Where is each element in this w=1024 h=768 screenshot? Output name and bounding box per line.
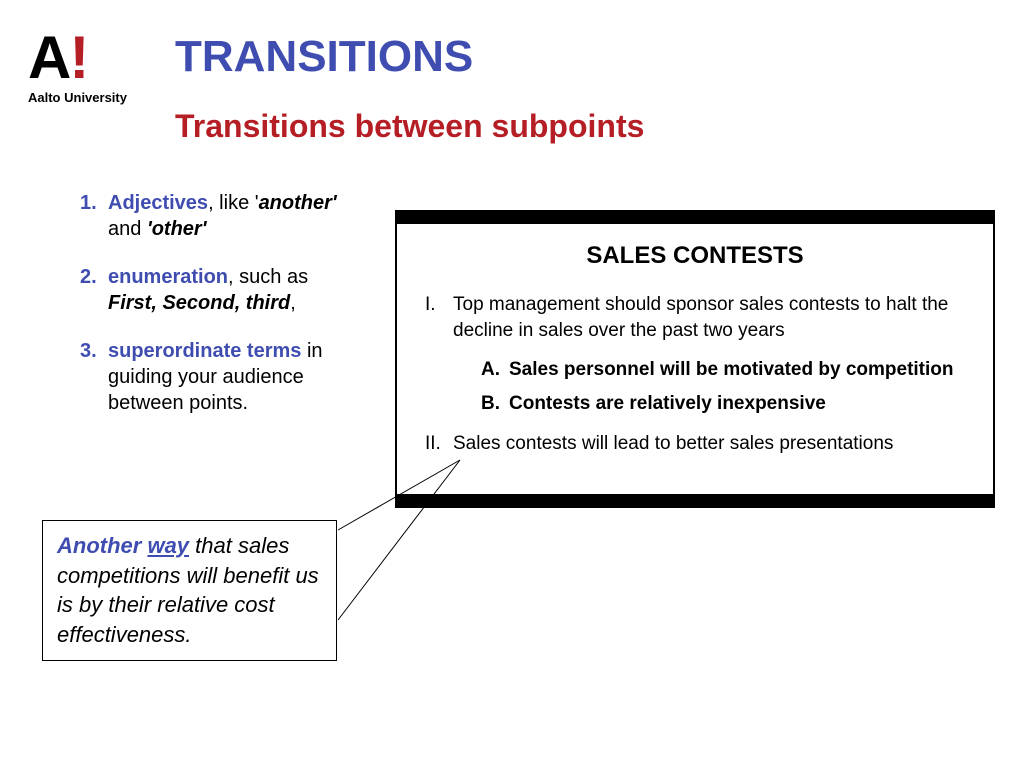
logo-mark: A! [28,28,148,88]
bullet-2: 2. enumeration, such as First, Second, t… [80,264,360,316]
bullet-list: 1. Adjectives, like 'another' and 'other… [80,190,360,438]
panel-body: SALES CONTESTS I. Top management should … [397,224,993,494]
outline-sub-a: A. Sales personnel will be motivated by … [481,357,965,383]
bullet-body: enumeration, such as First, Second, thir… [108,264,360,316]
callout-way: way [147,533,189,558]
outline-list: I. Top management should sponsor sales c… [425,292,965,343]
outline-sub-b: B. Contests are relatively inexpensive [481,391,965,417]
logo-a: A [28,24,69,91]
page-title: TRANSITIONS [175,32,473,82]
example-panel: SALES CONTESTS I. Top management should … [395,210,995,508]
bullet-num: 3. [80,338,108,416]
bullet-num: 1. [80,190,108,242]
outline-item-2: II. Sales contests will lead to better s… [425,431,965,457]
outline-list-2: II. Sales contests will lead to better s… [425,431,965,457]
bullet-body: Adjectives, like 'another' and 'other' [108,190,360,242]
panel-bottom-bar [397,494,993,508]
callout-another: Another [57,533,141,558]
bullet-num: 2. [80,264,108,316]
logo: A! Aalto University [28,28,148,105]
bullet-body: superordinate terms in guiding your audi… [108,338,360,416]
outline-sub: A. Sales personnel will be motivated by … [481,357,965,416]
bullet-1: 1. Adjectives, like 'another' and 'other… [80,190,360,242]
bullet-3: 3. superordinate terms in guiding your a… [80,338,360,416]
panel-top-bar [397,210,993,224]
logo-text: Aalto University [28,90,148,105]
callout-box: Another way that sales competitions will… [42,520,337,661]
logo-exclaim: ! [69,24,87,91]
page-subtitle: Transitions between subpoints [175,108,644,145]
outline-item-1: I. Top management should sponsor sales c… [425,292,965,343]
panel-title: SALES CONTESTS [425,242,965,270]
